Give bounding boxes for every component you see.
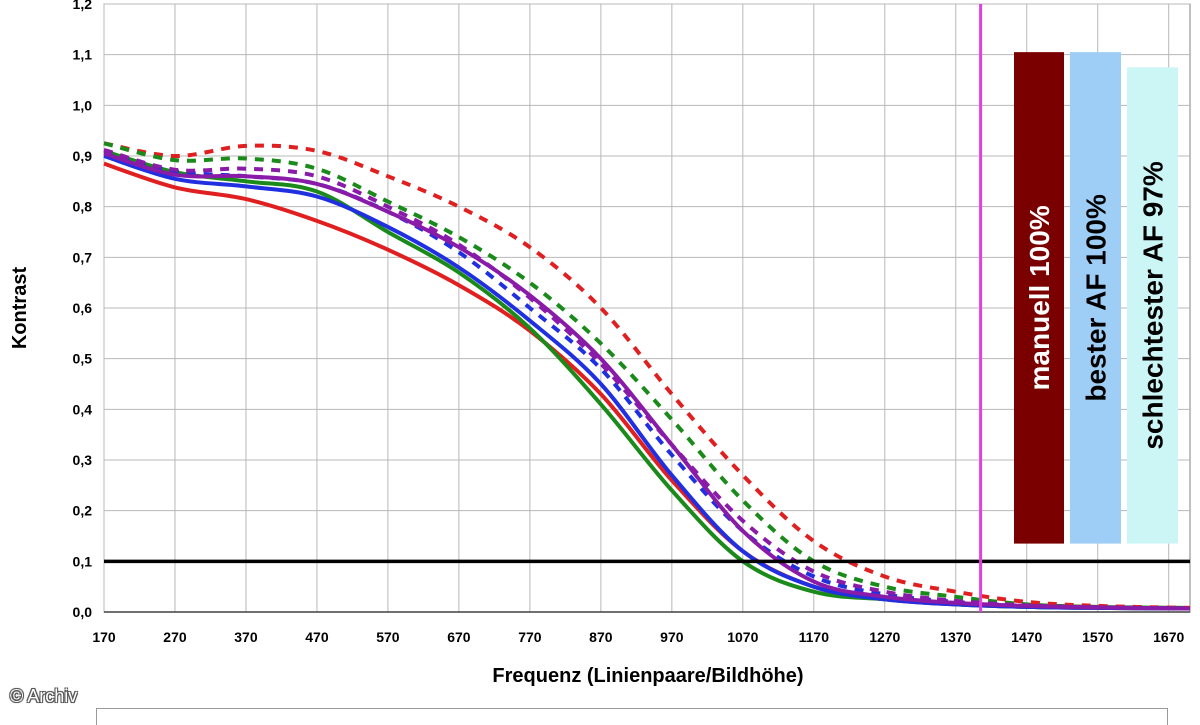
x-tick-label: 570 [376,629,400,645]
y-tick-label: 1,1 [73,47,93,63]
annotation-bar [1070,52,1121,544]
x-tick-label: 1070 [727,629,758,645]
x-tick-label: 270 [163,629,187,645]
axis-ticks: 0,0 0,1 0,2 0,3 0,4 0,5 0,6 0,7 0,8 0,9 1,0 1,1 1,2 1… [73,0,1185,645]
copyright-credit: © Archiv [10,686,78,706]
x-tick-label: 1570 [1082,629,1113,645]
x-tick-label: 970 [660,629,684,645]
series-line-dashed [103,141,1191,610]
y-tick-label: 1,0 [73,97,93,113]
x-tick-label: 470 [305,629,329,645]
y-tick-label: 0,6 [73,300,93,316]
data-series [103,141,1191,611]
y-tick-label: 0,0 [73,604,93,620]
x-tick-label: 770 [518,629,542,645]
annotation-bar [1014,52,1064,544]
y-tick-label: 1,2 [73,0,93,12]
annotation-label: bester AF 100% [1081,194,1112,402]
y-tick-label: 0,4 [73,401,93,417]
x-axis-label: Frequenz (Linienpaare/Bildhöhe) [492,665,803,687]
y-tick-label: 0,7 [73,249,93,265]
x-tick-label: 1170 [799,629,830,645]
x-tick-label: 1270 [869,629,900,645]
y-axis-label: Kontrast [9,267,31,350]
y-tick-label: 0,5 [73,351,93,367]
x-tick-label: 1370 [940,629,971,645]
series-line-dashed [103,147,1191,611]
y-tick-label: 0,3 [73,452,93,468]
y-tick-label: 0,2 [73,503,93,519]
legend [96,708,1168,725]
x-tick-label: 1470 [1011,629,1042,645]
annotation-label: schlechtester AF 97% [1138,161,1169,450]
series-line-dashed [103,141,1191,610]
x-tick-label: 670 [447,629,471,645]
reference-lines [104,4,1190,612]
annotation-bar [1127,67,1178,544]
y-tick-label: 0,1 [73,553,93,569]
x-tick-label: 170 [92,629,116,645]
x-tick-label: 870 [589,629,613,645]
chart-grid [103,3,1191,613]
x-tick-label: 1670 [1153,629,1184,645]
annotation-bars: manuell 100% bester AF 100% schlechtester … [1014,52,1178,544]
y-tick-label: 0,8 [73,199,93,215]
x-tick-label: 370 [234,629,258,645]
y-tick-label: 0,9 [73,148,93,164]
annotation-label: manuell 100% [1024,205,1055,390]
